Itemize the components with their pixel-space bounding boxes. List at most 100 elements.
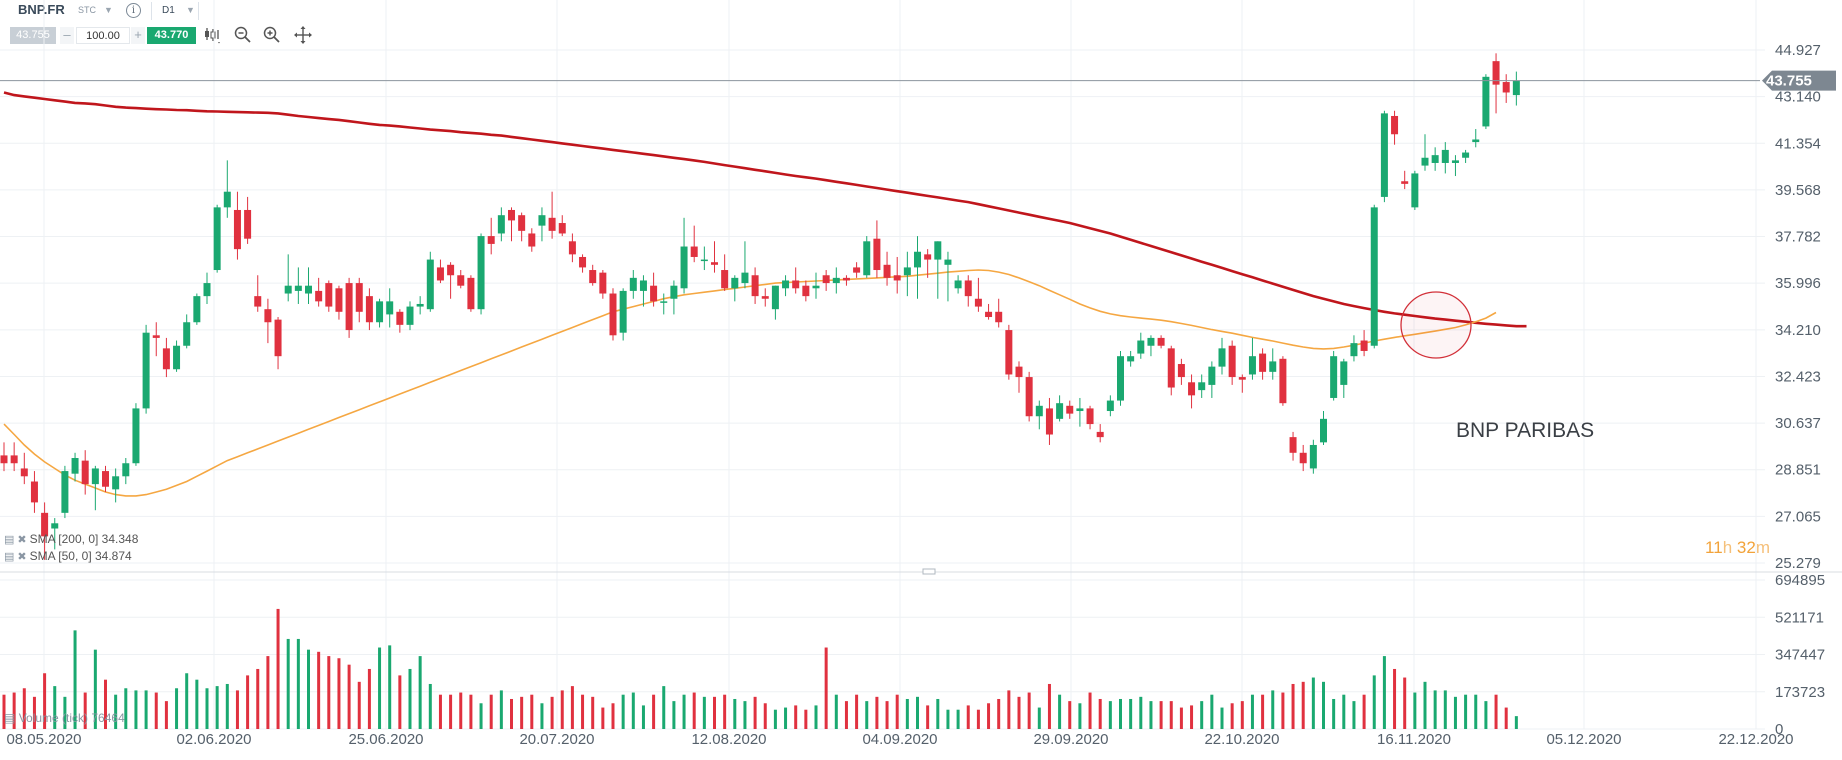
volume-increase-button[interactable]: + — [131, 27, 145, 44]
candle — [1330, 350, 1338, 401]
candle-body — [1451, 160, 1459, 163]
volume-bar — [1119, 698, 1122, 729]
volume-bar — [1413, 692, 1417, 729]
candle — [223, 160, 231, 218]
candle-body — [1147, 337, 1155, 346]
price-tick-label: 25.279 — [1775, 555, 1821, 572]
volume-bar — [753, 696, 757, 729]
volume-bar — [987, 703, 991, 729]
close-icon[interactable]: ✖ — [17, 551, 27, 563]
candle — [1492, 53, 1500, 114]
candle — [365, 288, 373, 331]
candle — [1127, 350, 1135, 367]
volume-bar — [1250, 694, 1254, 729]
candle-body — [751, 275, 759, 297]
settings-icon[interactable]: ▤ — [4, 551, 15, 563]
candle — [508, 207, 515, 242]
candle-body — [1167, 348, 1175, 388]
candle — [721, 254, 729, 291]
candle-body — [761, 296, 769, 299]
info-icon[interactable]: i — [126, 3, 141, 18]
candle — [832, 267, 840, 294]
candle-body — [223, 191, 231, 208]
move-icon[interactable] — [293, 25, 313, 45]
toolbar-divider — [151, 2, 152, 20]
candle — [41, 502, 49, 560]
candle — [1198, 374, 1206, 398]
candle — [1340, 358, 1348, 398]
buy-price-button[interactable]: 43.770 — [147, 27, 196, 44]
candle-body — [51, 523, 59, 529]
timer-hours: 11 — [1705, 538, 1723, 557]
candle — [1380, 110, 1388, 203]
volume-bar — [773, 709, 777, 729]
price-tick-label: 35.996 — [1775, 275, 1821, 292]
candle-body — [741, 272, 749, 284]
volume-input[interactable]: 100.00 — [76, 27, 130, 44]
volume-bar — [1494, 694, 1498, 729]
volume-legend[interactable]: ▤ Volume (tick) 76464 — [4, 711, 125, 725]
symbol-dropdown-icon[interactable]: ▼ — [104, 5, 113, 15]
volume-bar — [621, 694, 625, 729]
volume-bar — [824, 647, 828, 729]
volume-bar — [662, 686, 666, 729]
candle — [1248, 337, 1256, 380]
candle — [426, 251, 434, 312]
candle-body — [183, 322, 191, 346]
candle-body — [782, 280, 790, 289]
candle — [71, 452, 79, 482]
candle — [650, 272, 658, 307]
candle-body — [1421, 157, 1429, 166]
volume-bar — [1403, 677, 1407, 729]
candle-body — [1248, 356, 1256, 375]
timeframe-dropdown-icon[interactable]: ▼ — [186, 5, 195, 15]
date-tick-label: 20.07.2020 — [519, 731, 594, 748]
timeframe-select[interactable]: D1 — [162, 5, 175, 16]
candle-body — [102, 471, 109, 487]
zoom-out-icon[interactable] — [233, 25, 253, 45]
candle-body — [335, 288, 343, 312]
sma50-legend-label: SMA [50, 0] 34.874 — [29, 549, 132, 563]
candle-body — [842, 277, 850, 281]
candle-body — [162, 348, 170, 370]
pane-resize-handle — [922, 568, 936, 575]
volume-tick-label: 173723 — [1775, 684, 1825, 701]
settings-icon[interactable]: ▤ — [4, 711, 16, 725]
candle-body — [1127, 356, 1135, 362]
volume-decrease-button[interactable]: – — [60, 27, 74, 44]
volume-bar — [337, 658, 341, 729]
volume-bar — [510, 698, 513, 729]
price-tick-label: 28.851 — [1775, 462, 1821, 479]
candle — [386, 288, 394, 328]
sma200-path — [3, 91, 1527, 328]
candle-body — [477, 236, 485, 310]
candle — [568, 233, 576, 263]
symbol-label[interactable]: BNP.FR — [18, 2, 65, 17]
price-tick-label: 39.568 — [1775, 182, 1821, 199]
candle — [142, 324, 150, 414]
volume-bar — [164, 701, 168, 729]
volume-bar — [1200, 701, 1204, 729]
volume-bar — [672, 701, 676, 729]
candle-body — [233, 209, 241, 250]
candle — [61, 465, 69, 519]
sma50-legend[interactable]: ▤ ✖ SMA [50, 0] 34.874 — [4, 549, 132, 563]
settings-icon[interactable]: ▤ — [4, 534, 15, 546]
candle-body — [1005, 330, 1013, 375]
candle-body — [376, 301, 384, 323]
volume-bar — [1159, 701, 1163, 729]
volume-bar — [611, 703, 615, 729]
zoom-in-icon[interactable] — [262, 25, 282, 45]
volume-bar — [32, 696, 36, 729]
volume-bar — [225, 683, 229, 729]
volume-bar — [1068, 701, 1072, 729]
timer-m-unit: m — [1755, 538, 1770, 557]
volume-bar — [378, 647, 382, 729]
close-icon[interactable]: ✖ — [17, 534, 27, 546]
candle-body — [802, 285, 810, 297]
candle — [934, 241, 942, 299]
candlestick-icon[interactable] — [202, 25, 222, 45]
sma200-legend[interactable]: ▤ ✖ SMA [200, 0] 34.348 — [4, 532, 138, 546]
candle-body — [914, 251, 921, 268]
